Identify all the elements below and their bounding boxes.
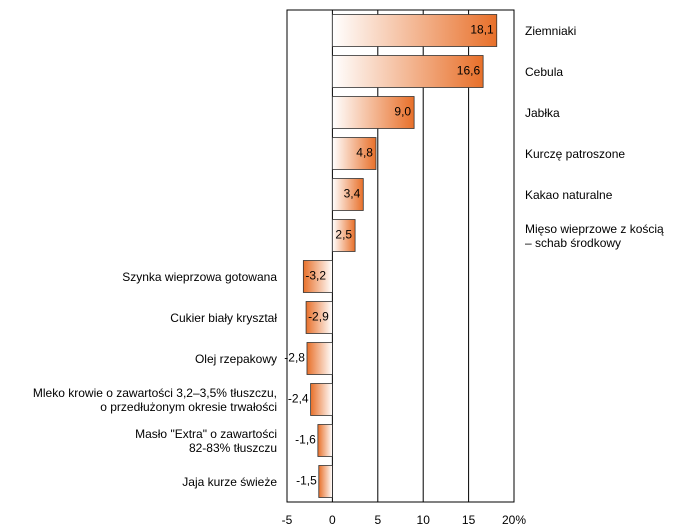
bar xyxy=(306,342,333,375)
value-label: 16,6 xyxy=(457,64,481,78)
category-label: Kakao naturalne xyxy=(525,187,613,202)
bar xyxy=(317,424,333,457)
value-label: -2,4 xyxy=(288,392,309,406)
bar xyxy=(331,14,498,47)
category-label: Olej rzepakowy xyxy=(194,351,277,366)
value-label: 3,4 xyxy=(344,187,361,201)
category-label: Masło "Extra" o zawartości 82-83% tłuszc… xyxy=(135,426,277,455)
category-label: Cebula xyxy=(525,64,564,79)
value-label: 18,1 xyxy=(470,23,494,37)
x-tick-label: 20% xyxy=(502,513,526,527)
category-label: Kurczę patroszone xyxy=(525,146,626,161)
x-tick-label: 10 xyxy=(417,513,431,527)
value-label: -3,2 xyxy=(305,269,326,283)
bar xyxy=(331,96,415,129)
category-label: Szynka wieprzowa gotowana xyxy=(122,269,277,284)
value-label: 9,0 xyxy=(394,105,411,119)
value-label: -1,6 xyxy=(295,433,316,447)
x-tick-label: 15 xyxy=(462,513,476,527)
category-label: Cukier biały kryształ xyxy=(170,310,277,325)
category-label: Jabłka xyxy=(525,105,560,120)
category-label: Ziemniaki xyxy=(525,23,577,38)
category-label: Mleko krowie o zawartości 3,2–3,5% tłusz… xyxy=(32,385,277,414)
category-label: Jaja kurze świeże xyxy=(182,474,277,489)
bar xyxy=(310,383,333,416)
bar xyxy=(302,260,333,293)
x-tick-label: 5 xyxy=(374,513,381,527)
bar xyxy=(331,219,356,252)
value-label: 4,8 xyxy=(356,146,373,160)
bar xyxy=(331,137,377,170)
value-label: -1,5 xyxy=(296,474,317,488)
value-label: -2,9 xyxy=(308,310,329,324)
x-tick-label: 0 xyxy=(329,513,336,527)
bar xyxy=(305,301,333,334)
bar xyxy=(331,55,484,88)
value-label: 2,5 xyxy=(335,228,352,242)
value-label: -2,8 xyxy=(284,351,305,365)
x-tick-label: -5 xyxy=(282,513,293,527)
plot-frame xyxy=(286,9,515,503)
bar xyxy=(318,465,333,498)
category-label: Mięso wieprzowe z kością – schab środkow… xyxy=(525,221,664,250)
bar xyxy=(331,178,364,211)
